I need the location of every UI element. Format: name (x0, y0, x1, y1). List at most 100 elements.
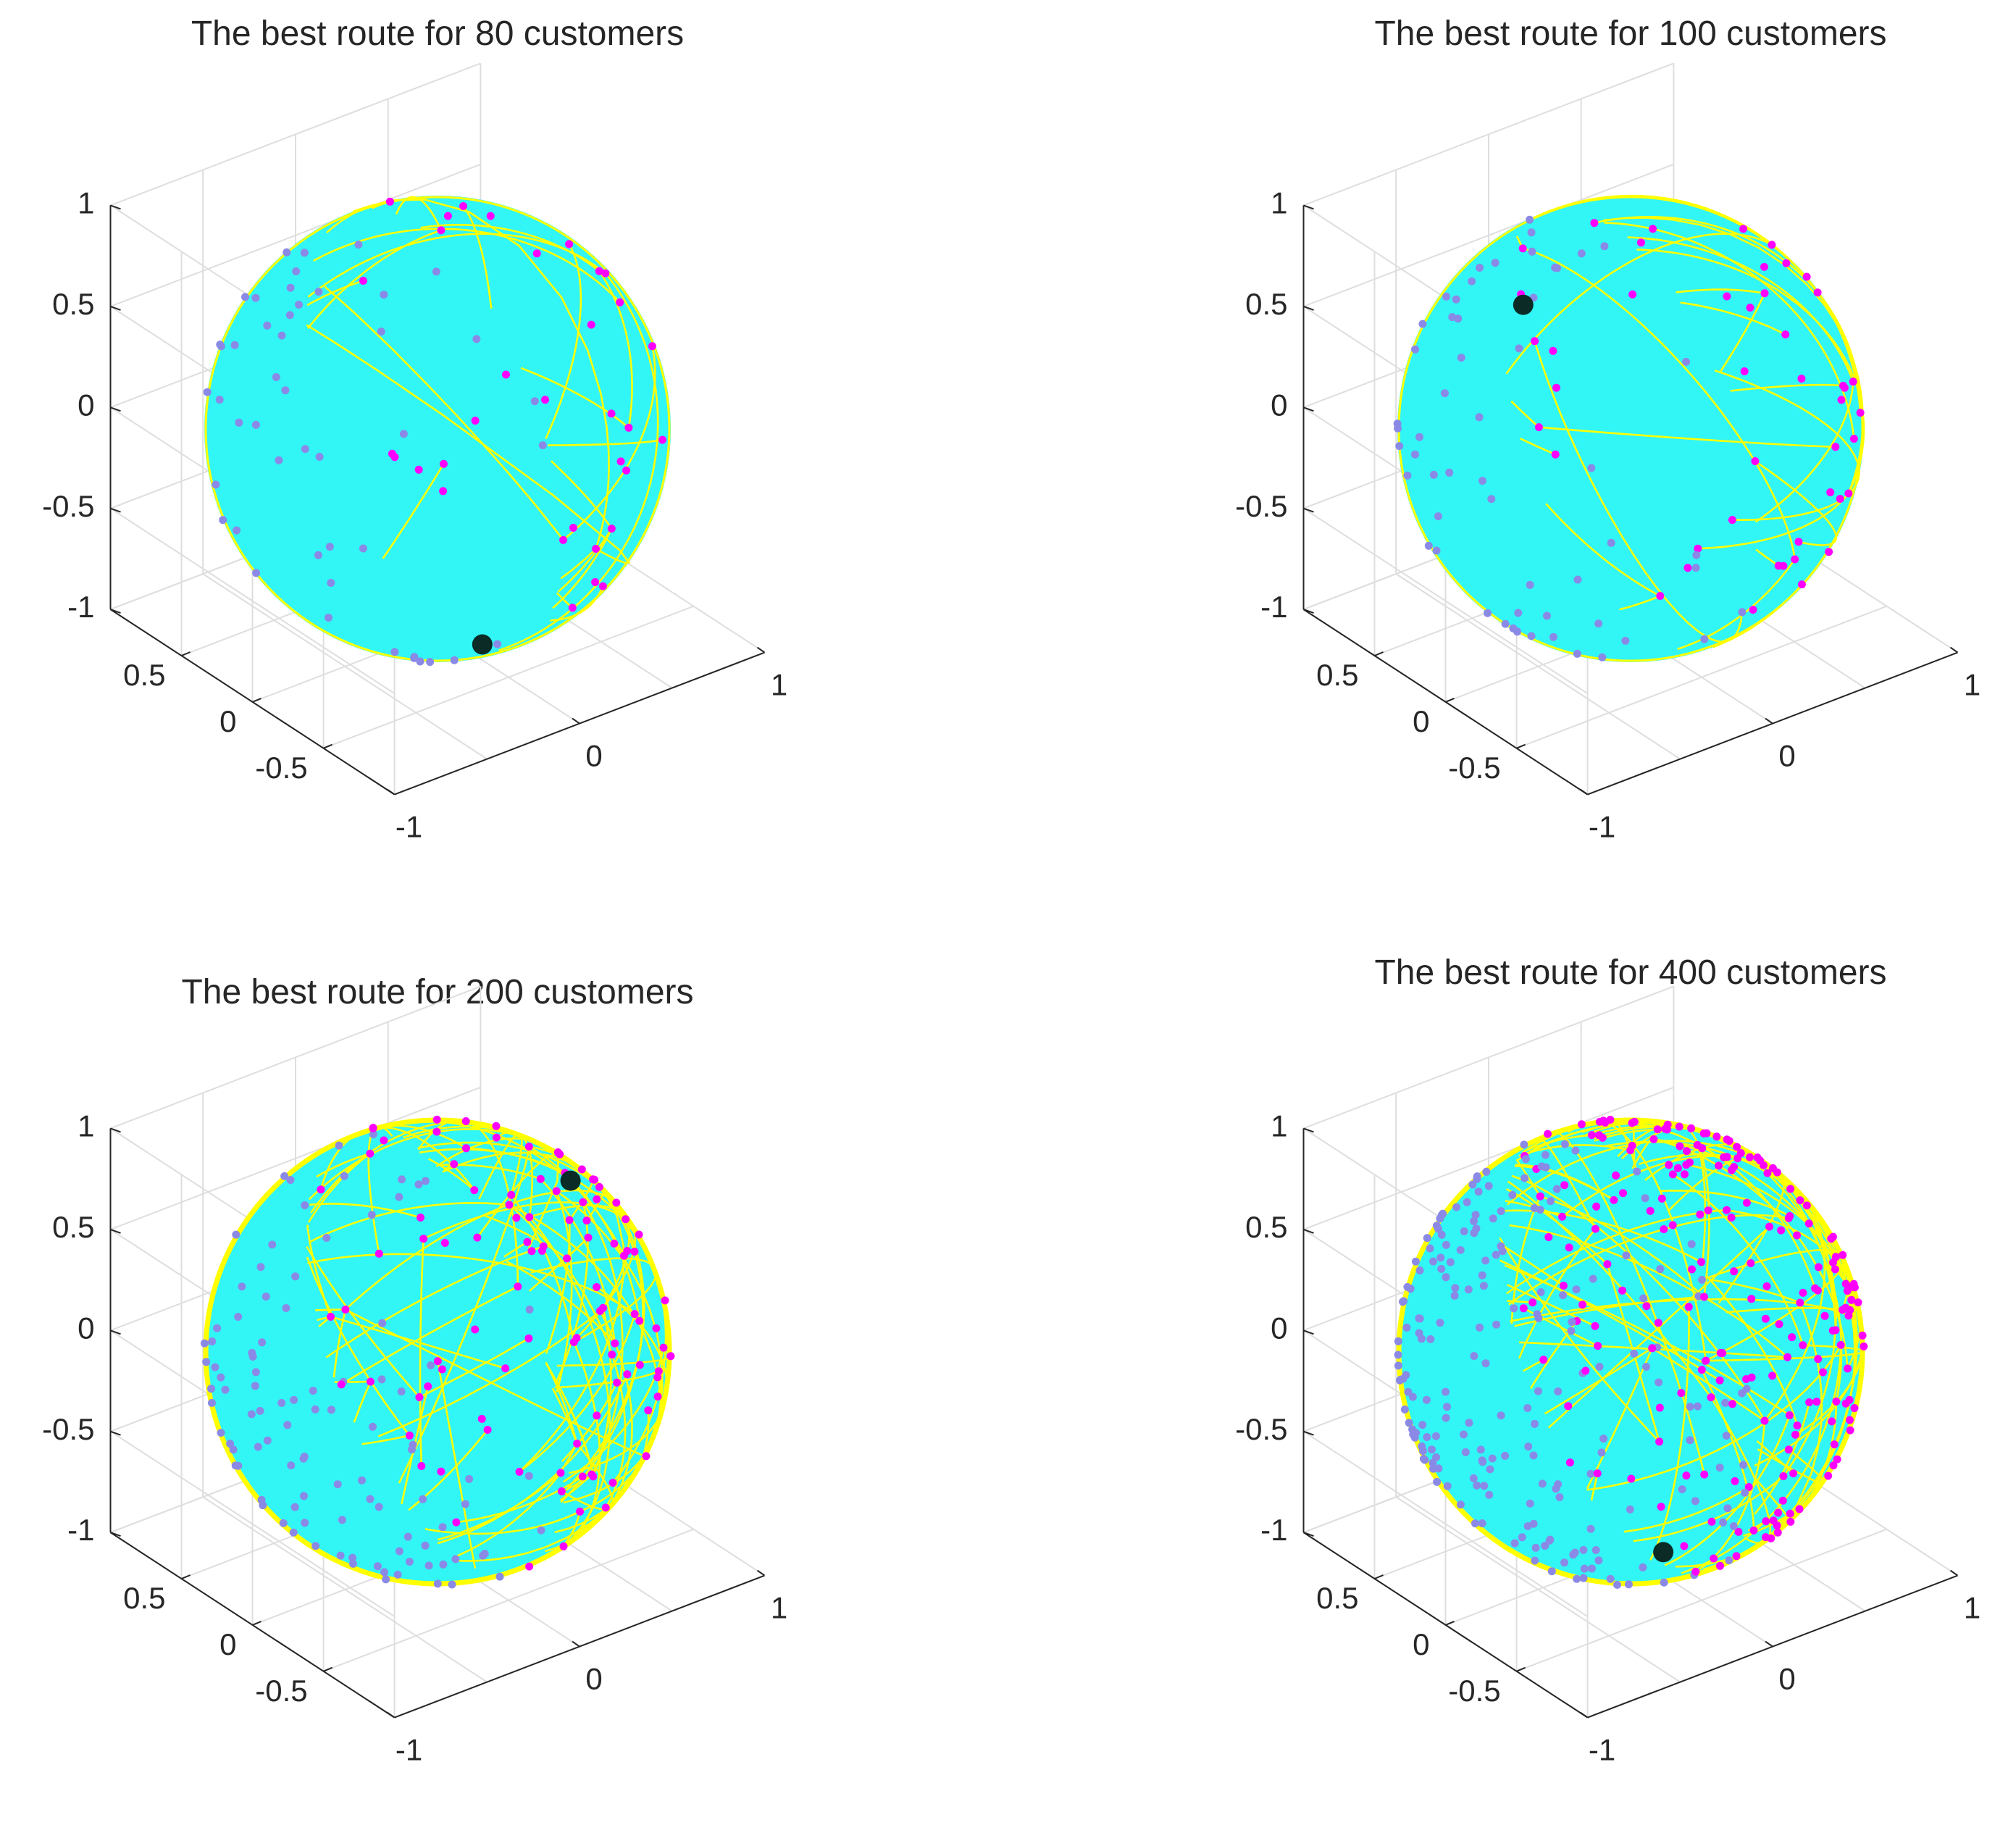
route-arc (361, 1435, 410, 1445)
z-tick (1303, 406, 1314, 412)
x-tick-label: 0 (585, 739, 602, 773)
customer-point (1573, 575, 1582, 584)
z-tick-label: 1 (1271, 1109, 1287, 1143)
customer-point (336, 1551, 345, 1560)
customer-point (325, 614, 332, 622)
customer-point (1796, 1298, 1804, 1307)
customer-point (1805, 1398, 1814, 1406)
customer-point (1524, 1443, 1533, 1451)
customer-point (584, 1233, 593, 1242)
customer-point (1531, 1419, 1539, 1428)
customer-point (563, 1254, 572, 1263)
customer-point (1844, 489, 1853, 498)
customer-point (1595, 1117, 1604, 1126)
customer-point (212, 480, 220, 489)
customer-point (367, 1211, 376, 1219)
x-tick (1580, 788, 1589, 796)
customer-point (1429, 470, 1438, 479)
z-tick-label: 0 (1271, 388, 1287, 422)
customer-point (1657, 1503, 1665, 1511)
customer-point (1415, 1266, 1424, 1274)
customer-point (1526, 580, 1534, 589)
customer-point (1730, 1163, 1739, 1172)
x-tick (1949, 646, 1959, 654)
customer-point (1484, 609, 1492, 617)
customer-point (1712, 1132, 1721, 1141)
route-arc (1586, 1344, 1842, 1491)
route-arc (1676, 288, 1765, 295)
customer-point (1686, 1159, 1694, 1166)
y-tick-label: 0.5 (123, 1581, 165, 1615)
customer-point (1394, 1361, 1402, 1370)
z-tick-label: 0.5 (1245, 1210, 1287, 1244)
customer-point (1633, 1167, 1641, 1176)
customer-point (1686, 1436, 1694, 1445)
y-tick-label: -0.5 (255, 751, 307, 785)
customer-point (1795, 1505, 1804, 1514)
customer-point (213, 1324, 222, 1332)
z-tick (1303, 1228, 1314, 1234)
customer-point (1577, 1120, 1586, 1129)
chart-title: The best route for 80 customers (191, 14, 684, 53)
customer-point (1680, 1542, 1689, 1550)
customer-point (461, 1117, 470, 1125)
customer-point (577, 1165, 586, 1174)
customer-point (1424, 541, 1433, 550)
customer-point (1594, 619, 1603, 628)
customer-point (1545, 1536, 1554, 1545)
customer-point (1560, 1181, 1569, 1190)
x-tick (1580, 1711, 1589, 1719)
customer-point (1460, 1227, 1468, 1235)
z-tick (110, 1430, 121, 1436)
route-arc (427, 1158, 475, 1191)
customer-point (1599, 1435, 1608, 1443)
customer-point (1753, 1153, 1762, 1162)
customer-point (301, 1519, 309, 1527)
customer-point (1567, 1327, 1576, 1335)
customer-point (286, 1176, 295, 1185)
chart-panel-3: The best route for 200 customers -1 -0.5 0 0… (42, 973, 787, 1767)
customer-point (1434, 1224, 1442, 1233)
customer-point (1497, 1207, 1505, 1216)
customer-point (1846, 1416, 1854, 1424)
customer-point (1698, 1275, 1706, 1284)
customer-point (1850, 1404, 1859, 1412)
customer-point (1700, 1470, 1709, 1479)
x-tick-label: 1 (1964, 1591, 1981, 1625)
customer-point (1492, 1251, 1500, 1259)
customer-point (1460, 1430, 1468, 1439)
customer-point (1468, 1180, 1477, 1189)
customer-point (314, 551, 322, 559)
customer-point (1698, 1144, 1707, 1153)
customer-point (1804, 1219, 1813, 1228)
route-arc (382, 463, 445, 559)
customer-point (1448, 313, 1457, 322)
customer-point (1621, 636, 1630, 645)
customer-point (1642, 1302, 1651, 1311)
customer-point (1536, 1192, 1544, 1201)
customer-point (1794, 538, 1803, 546)
customer-point (1825, 548, 1833, 556)
customer-point (1704, 1206, 1712, 1215)
customer-point (1827, 1235, 1836, 1243)
customer-point (1595, 1362, 1604, 1371)
customer-point (1682, 357, 1691, 366)
route-arc (551, 460, 613, 530)
customer-point (1480, 1482, 1489, 1490)
route-arc (377, 1310, 601, 1437)
customer-point (1452, 295, 1460, 304)
customer-point (1749, 606, 1757, 614)
customer-point (477, 1414, 486, 1423)
customer-point (1411, 450, 1419, 459)
customer-point (448, 1580, 456, 1589)
route-arc (545, 243, 582, 440)
customer-point (1653, 1125, 1662, 1134)
customer-point (1697, 1258, 1705, 1266)
customer-point (612, 1198, 621, 1207)
customer-point (440, 1239, 449, 1247)
customer-point (393, 1570, 402, 1579)
chart-title: The best route for 400 customers (1374, 953, 1886, 992)
x-tick (387, 788, 396, 796)
customer-point (1830, 1440, 1839, 1449)
route-arc (554, 1370, 659, 1389)
